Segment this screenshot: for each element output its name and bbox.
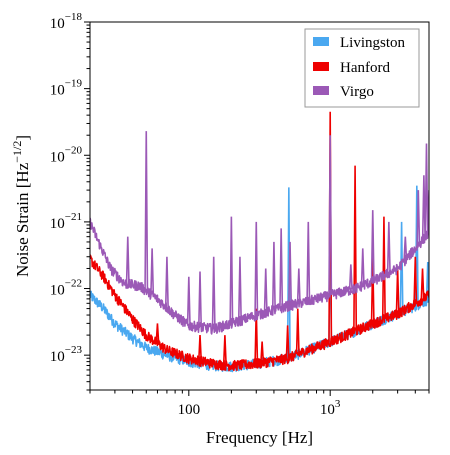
axis-layer: 100 103 10−23 10−22 10−21 10−20 10−19 10−18	[50, 11, 430, 418]
spike-virgo-24	[424, 143, 429, 236]
legend-swatch-hanford	[313, 62, 329, 71]
spike-hanford-6	[295, 308, 300, 355]
spike-hanford-0	[155, 323, 160, 344]
y-tick-label: 10−18	[50, 11, 83, 32]
spike-livingston-2	[399, 221, 404, 312]
spike-virgo-10	[263, 268, 268, 313]
legend-label-livingston: Livingston	[340, 35, 406, 51]
spike-virgo-1	[144, 131, 149, 291]
spike-virgo-23	[421, 175, 426, 239]
legend-swatch-virgo	[313, 86, 329, 95]
spike-hanford-10	[381, 216, 386, 319]
y-tick-label: 10−23	[50, 344, 83, 365]
series-layer	[90, 111, 429, 373]
spike-virgo-2	[150, 248, 155, 295]
spike-virgo-25	[427, 190, 429, 233]
spike-hanford-3	[254, 308, 259, 364]
spike-virgo-15	[306, 221, 311, 302]
y-axis-title-main: Noise Strain [Hz	[13, 162, 32, 277]
spike-virgo-7	[229, 216, 234, 324]
spike-virgo-18	[360, 248, 365, 286]
y-axis-title-exponent: −1/2	[10, 141, 24, 163]
y-tick-label: 10−21	[50, 211, 82, 232]
y-tick-label: 10−19	[50, 78, 83, 99]
spike-virgo-17	[348, 264, 353, 290]
spike-virgo-21	[403, 236, 408, 260]
x-tick-label: 103	[320, 398, 341, 418]
spike-hanford-12	[413, 256, 418, 304]
legend: Livingston Hanford Virgo	[304, 28, 420, 108]
series-line-virgo	[90, 217, 429, 335]
legend-swatch-livingston	[313, 37, 329, 46]
spike-hanford-4	[260, 341, 265, 363]
spike-hanford-5	[285, 325, 290, 359]
spike-virgo-19	[370, 210, 375, 281]
spike-virgo-9	[254, 221, 259, 316]
x-axis-title: Frequency [Hz]	[206, 428, 313, 447]
y-axis-title: Noise Strain [Hz−1/2]	[10, 135, 32, 277]
spike-virgo-4	[186, 276, 191, 326]
legend-label-hanford: Hanford	[340, 60, 390, 76]
spike-virgo-6	[211, 256, 216, 329]
y-tick-label: 10−20	[50, 144, 83, 165]
x-tick-label: 100	[178, 402, 201, 418]
spike-virgo-20	[386, 221, 391, 273]
spike-virgo-14	[296, 268, 301, 304]
spike-virgo-11	[271, 241, 276, 310]
spike-virgo-13	[288, 241, 293, 306]
spike-hanford-1	[198, 335, 203, 361]
spike-virgo-22	[416, 190, 421, 245]
spike-hanford-8	[353, 165, 358, 332]
spike-virgo-0	[125, 236, 130, 284]
series-virgo	[90, 131, 429, 335]
series-hanford	[90, 111, 429, 372]
spike-virgo-16	[328, 135, 333, 295]
spike-virgo-5	[198, 271, 203, 327]
spike-virgo-3	[164, 256, 169, 308]
spike-virgo-12	[279, 228, 284, 308]
plot-frame	[89, 21, 430, 391]
legend-label-virgo: Virgo	[340, 84, 374, 100]
spike-hanford-13	[420, 268, 425, 299]
series-line-hanford	[90, 254, 429, 372]
y-tick-label: 10−22	[50, 278, 82, 299]
spike-virgo-8	[237, 256, 242, 321]
y-axis-title-close: ]	[13, 135, 32, 141]
spike-hanford-2	[222, 335, 227, 365]
